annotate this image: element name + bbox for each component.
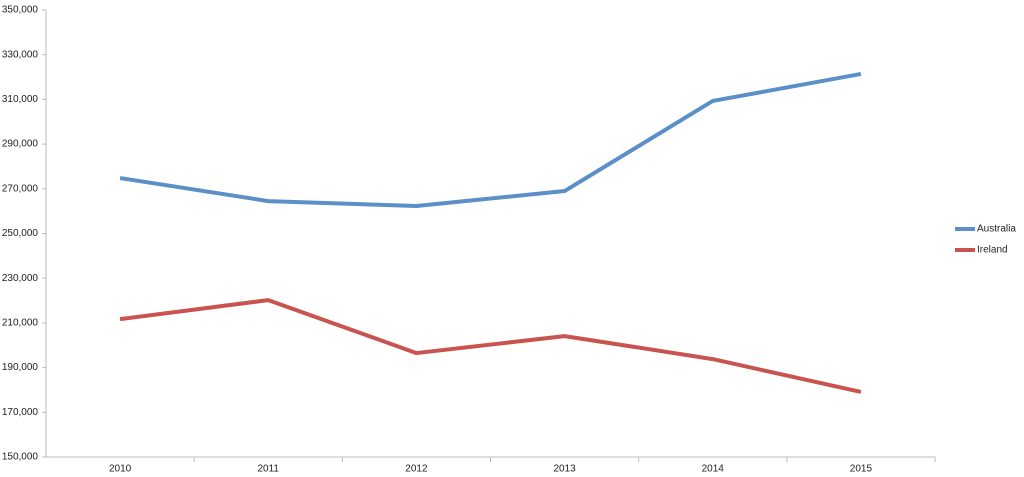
series-line (119, 298, 862, 394)
legend-label: Ireland (977, 245, 1008, 256)
legend-label: Australia (977, 224, 1016, 235)
x-tick-label: 2012 (405, 464, 428, 475)
y-tick-label: 290,000 (2, 139, 39, 150)
y-tick-label: 350,000 (2, 5, 39, 16)
x-tick-label: 2014 (702, 464, 725, 475)
series-line (119, 71, 862, 209)
x-tick-label: 2015 (850, 464, 873, 475)
y-tick-label: 230,000 (2, 273, 39, 284)
x-tick-label: 2013 (553, 464, 576, 475)
y-tick-label: 210,000 (2, 318, 39, 329)
y-tick-label: 270,000 (2, 183, 39, 194)
y-tick-label: 250,000 (2, 228, 39, 239)
y-tick-label: 150,000 (2, 452, 39, 463)
y-tick-label: 190,000 (2, 362, 39, 373)
y-tick-label: 170,000 (2, 407, 39, 418)
y-tick-label: 310,000 (2, 94, 39, 105)
x-tick-label: 2010 (109, 464, 132, 475)
y-tick-label: 330,000 (2, 49, 39, 60)
x-tick-label: 2011 (257, 464, 279, 475)
